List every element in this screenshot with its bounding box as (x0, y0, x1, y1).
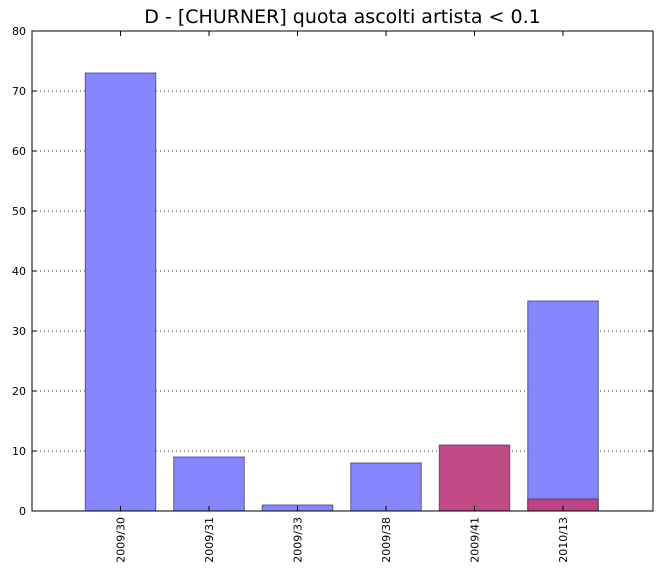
chart-title: D - [CHURNER] quota ascolti artista < 0.… (144, 6, 541, 28)
y-tick-label: 10 (12, 445, 26, 458)
bar-2009-41-series-2 (438, 444, 511, 512)
y-tick-label: 60 (12, 145, 26, 158)
y-tick-label: 40 (12, 265, 26, 278)
x-tick-label: 2009/38 (380, 517, 393, 563)
x-tick-label: 2009/30 (115, 517, 128, 563)
y-tick-label: 30 (12, 325, 26, 338)
y-tick-label: 0 (19, 505, 26, 518)
x-tick-label: 2009/41 (469, 517, 482, 563)
bar-2010-13-series-1 (527, 300, 599, 512)
x-tick-label: 2010/13 (557, 517, 570, 563)
y-tick-label: 50 (12, 205, 26, 218)
y-tick-label: 80 (12, 25, 26, 38)
x-axis: 2009/30 2009/31 2009/33 2009/38 2009/41 2010/… (115, 31, 570, 563)
bar-2009-38-series-1 (350, 462, 422, 512)
bars (84, 72, 599, 512)
y-tick-label: 20 (12, 385, 26, 398)
bar-2009-31-series-1 (173, 456, 245, 512)
x-tick-label: 2009/33 (292, 517, 305, 563)
x-tick-label: 2009/31 (203, 517, 216, 563)
bar-2009-30-series-1 (84, 72, 157, 512)
y-axis: 0 10 20 30 40 50 60 70 80 (12, 25, 653, 518)
y-tick-label: 70 (12, 85, 26, 98)
